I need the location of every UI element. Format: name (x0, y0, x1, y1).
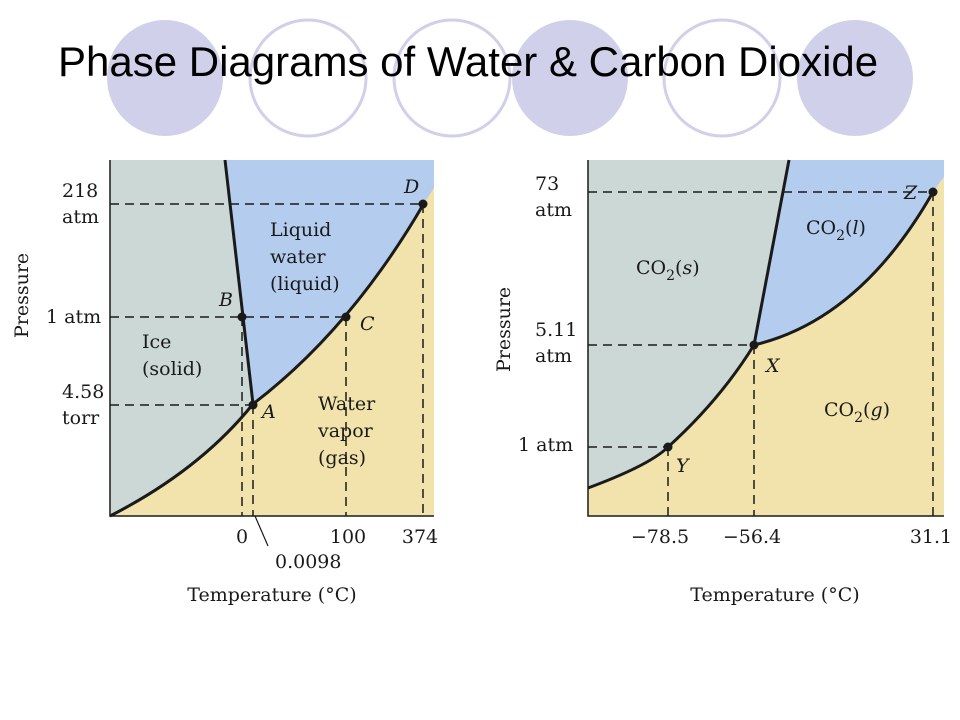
decor-circle (392, 18, 512, 138)
co2-temp-label-785: −78.5 (631, 526, 689, 548)
water-point-b-label: B (218, 289, 233, 311)
water-pressure-unit-218: atm (62, 206, 99, 228)
decor-circle (248, 18, 368, 138)
co2-axes (587, 160, 944, 517)
water-point-c (341, 312, 351, 322)
water-x-axis-title: Temperature (°C) (187, 584, 356, 606)
co2-point-x-label: X (764, 355, 781, 377)
co2-gas-region (588, 177, 944, 516)
co2-y-axis-title: Pressure (493, 287, 515, 372)
page-title: Phase Diagrams of Water & Carbon Dioxide (58, 38, 879, 85)
water-liquid-region (225, 160, 434, 404)
water-pressure-label-218: 218 (62, 180, 98, 202)
decorative-circles (107, 18, 913, 138)
water-point-a (248, 400, 258, 410)
water-phase-diagram: A B C D Ice (solid) Liquid water (liquid… (11, 159, 438, 606)
water-gas-region (110, 188, 434, 516)
co2-vaporization-curve (753, 191, 935, 347)
water-point-b (237, 312, 247, 322)
water-gas-label-2: vapor (317, 420, 374, 442)
water-liquid-label-2: water (270, 246, 326, 268)
co2-point-z (928, 187, 938, 197)
water-temp-label-100: 100 (330, 526, 366, 548)
co2-temp-label-564: −56.4 (723, 526, 781, 548)
co2-point-y (663, 442, 673, 452)
water-y-axis-title: Pressure (11, 253, 33, 338)
water-temp-label-374: 374 (402, 526, 438, 548)
decor-circle (512, 20, 628, 136)
water-temp-leader (254, 515, 269, 547)
decor-circle (797, 20, 913, 136)
co2-pressure-label-1atm: 1 atm (518, 434, 573, 456)
co2-liquid-region (754, 160, 944, 345)
water-point-a-label: A (260, 401, 276, 423)
co2-point-y-label: Y (676, 455, 691, 477)
water-point-d (418, 199, 428, 209)
co2-pressure-label-73: 73 (535, 173, 559, 195)
co2-pressure-label-511: 5.11 (535, 319, 577, 341)
water-solid-label-1: Ice (142, 331, 171, 353)
water-pressure-label-458: 4.58 (62, 381, 104, 403)
co2-melting-curve (752, 159, 791, 346)
water-temp-label-00098: 0.0098 (275, 551, 341, 573)
water-pressure-unit-458: torr (62, 407, 100, 429)
water-temp-label-0: 0 (236, 526, 248, 548)
co2-solid-label: CO2(s) (636, 257, 700, 284)
co2-pressure-unit-73: atm (535, 199, 572, 221)
water-melting-curve (223, 159, 255, 405)
co2-phase-diagram: X Y Z CO2(s) CO2(l) CO2(g) 73 atm 5.11 a… (493, 159, 952, 606)
co2-temp-label-311: 31.1 (910, 526, 952, 548)
water-liquid-label-3: (liquid) (270, 273, 340, 295)
decor-circle (662, 18, 782, 138)
co2-x-axis-title: Temperature (°C) (690, 584, 859, 606)
water-solid-label-2: (solid) (142, 358, 202, 380)
co2-pressure-unit-511: atm (535, 345, 572, 367)
co2-liquid-label: CO2(l) (806, 217, 866, 244)
water-liquid-label-1: Liquid (270, 219, 331, 241)
water-point-c-label: C (360, 313, 375, 335)
water-sublimation-curve (109, 403, 255, 518)
water-gas-label-1: Water (318, 393, 376, 415)
co2-point-x (749, 340, 759, 350)
water-pressure-label-1atm: 1 atm (46, 306, 101, 328)
decor-circle (107, 20, 223, 136)
water-point-d-label: D (403, 176, 419, 198)
water-gas-label-3: (gas) (318, 447, 366, 469)
co2-point-z-label: Z (903, 182, 918, 204)
co2-gas-label: CO2(g) (824, 399, 890, 426)
